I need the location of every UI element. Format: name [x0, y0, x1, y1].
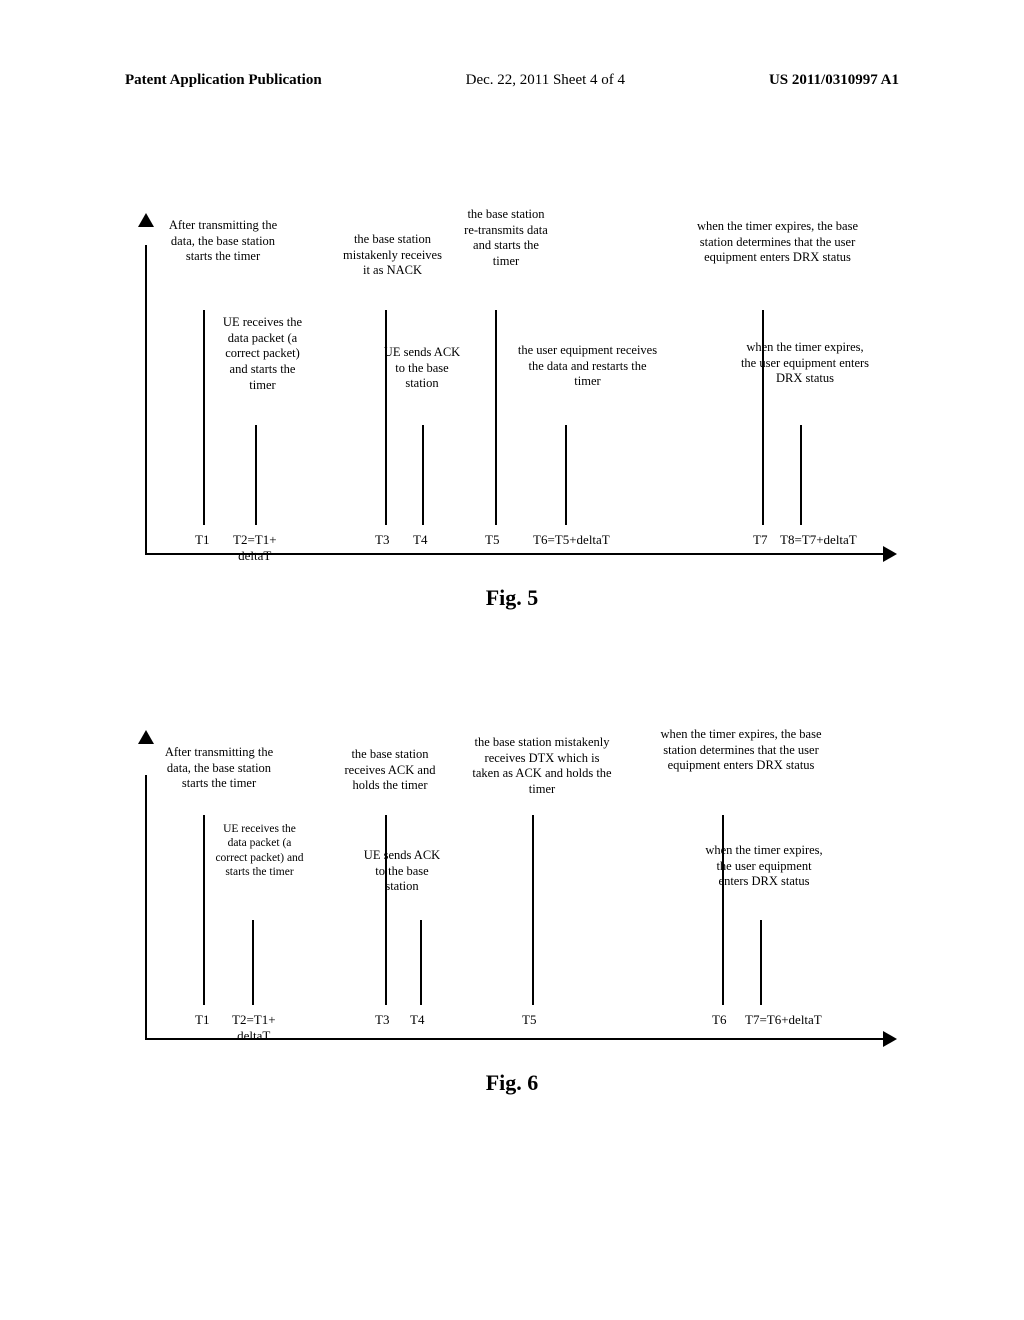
figure-5: After transmitting the data, the base st…	[135, 195, 895, 575]
diagram-text-block: the base station mistakenly receives DTX…	[470, 735, 614, 798]
x-axis-label: T1	[195, 1012, 209, 1028]
figure-6-label: Fig. 6	[486, 1070, 539, 1096]
diagram-text-block: UE receives the data packet (a correct p…	[213, 822, 306, 880]
timeline-tick	[760, 920, 762, 1005]
x-axis-label: T3	[375, 1012, 389, 1028]
timeline-tick	[532, 815, 534, 1005]
x-axis-label: T7=T6+deltaT	[745, 1012, 822, 1028]
diagram-text-block: UE receives the data packet (a correct p…	[215, 315, 310, 393]
timeline-tick	[762, 310, 764, 525]
x-axis-label: T5	[522, 1012, 536, 1028]
x-axis-label: T8=T7+deltaT	[780, 532, 857, 548]
diagram-text-block: the base station mistakenly receives it …	[340, 232, 445, 279]
timeline-tick	[800, 425, 802, 525]
diagram-text-block: when the timer expires, the base station…	[690, 219, 865, 266]
x-axis-arrow-icon	[883, 1031, 897, 1047]
timeline-tick	[385, 815, 387, 1005]
timeline-tick	[385, 310, 387, 525]
diagram-text-block: when the timer expires, the base station…	[655, 727, 827, 774]
timeline-tick	[203, 815, 205, 1005]
header-center: Dec. 22, 2011 Sheet 4 of 4	[466, 72, 625, 89]
diagram-text-block: when the timer expires, the user equipme…	[740, 340, 870, 387]
figure-5-label: Fig. 5	[486, 585, 539, 611]
x-axis-label: T4	[410, 1012, 424, 1028]
y-axis-arrow-icon	[138, 730, 154, 744]
diagram-text-block: UE sends ACK to the base station	[382, 345, 462, 392]
timeline-tick	[565, 425, 567, 525]
x-axis-label: T2=T1+ deltaT	[233, 532, 277, 564]
figure-6-diagram: After transmitting the data, the base st…	[135, 720, 895, 1060]
diagram-text-block: the base station receives ACK and holds …	[335, 747, 445, 794]
y-axis-arrow-icon	[138, 213, 154, 227]
diagram-text-block: After transmitting the data, the base st…	[163, 218, 283, 265]
timeline-tick	[203, 310, 205, 525]
x-axis-label: T1	[195, 532, 209, 548]
header-left: Patent Application Publication	[125, 72, 322, 89]
x-axis-label: T5	[485, 532, 499, 548]
x-axis-label: T4	[413, 532, 427, 548]
figure-6: After transmitting the data, the base st…	[135, 720, 895, 1060]
timeline-tick	[722, 815, 724, 1005]
diagram-text-block: After transmitting the data, the base st…	[158, 745, 280, 792]
y-axis	[145, 245, 147, 555]
x-axis-label: T3	[375, 532, 389, 548]
timeline-tick	[252, 920, 254, 1005]
timeline-tick	[422, 425, 424, 525]
figure-5-diagram: After transmitting the data, the base st…	[135, 195, 895, 575]
diagram-text-block: UE sends ACK to the base station	[362, 848, 442, 895]
x-axis-arrow-icon	[883, 546, 897, 562]
timeline-tick	[255, 425, 257, 525]
x-axis-label: T2=T1+ deltaT	[232, 1012, 276, 1044]
x-axis-label: T6	[712, 1012, 726, 1028]
x-axis-label: T7	[753, 532, 767, 548]
page-header: Patent Application Publication Dec. 22, …	[125, 72, 899, 89]
y-axis	[145, 775, 147, 1040]
x-axis-label: T6=T5+deltaT	[533, 532, 610, 548]
diagram-text-block: the user equipment receives the data and…	[515, 343, 660, 390]
timeline-tick	[495, 310, 497, 525]
timeline-tick	[420, 920, 422, 1005]
diagram-text-block: the base station re-transmits data and s…	[461, 207, 551, 270]
header-right: US 2011/0310997 A1	[769, 72, 899, 89]
diagram-text-block: when the timer expires, the user equipme…	[700, 843, 828, 890]
